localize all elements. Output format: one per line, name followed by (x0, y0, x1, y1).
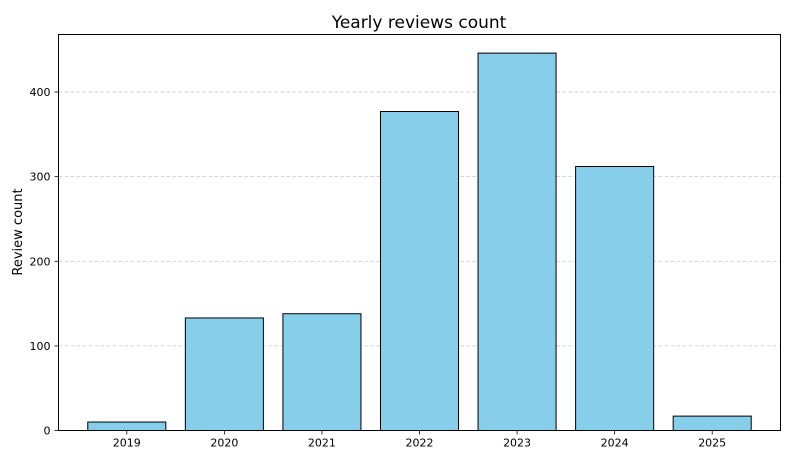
bar-2024 (575, 166, 655, 431)
y-tick-label: 200 (30, 255, 51, 268)
x-tick-label: 2022 (406, 437, 434, 450)
y-tick-label: 0 (44, 425, 51, 438)
y-tick-label: 400 (30, 86, 51, 99)
bars (87, 52, 752, 432)
chart-title: Yearly reviews count (331, 13, 507, 33)
bar-2021 (282, 313, 362, 432)
y-axis-label: Review count (11, 188, 26, 275)
x-tick-label: 2025 (698, 437, 726, 450)
y-tick-label: 100 (30, 340, 51, 353)
bar-2025 (672, 415, 752, 432)
x-tick-label: 2021 (308, 437, 336, 450)
bar-2019 (87, 421, 167, 431)
x-tick-label: 2019 (113, 437, 141, 450)
y-tick-label: 300 (30, 171, 51, 184)
x-ticks: 2019 2020 2021 2022 2023 2024 2025 (113, 430, 726, 450)
x-tick-label: 2023 (503, 437, 531, 450)
x-tick-label: 2020 (210, 437, 238, 450)
y-ticks: 0 100 200 300 400 (30, 86, 59, 438)
bar-2023 (477, 52, 557, 431)
x-tick-label: 2024 (601, 437, 629, 450)
bar-2022 (379, 111, 460, 431)
bar-2020 (184, 317, 264, 432)
